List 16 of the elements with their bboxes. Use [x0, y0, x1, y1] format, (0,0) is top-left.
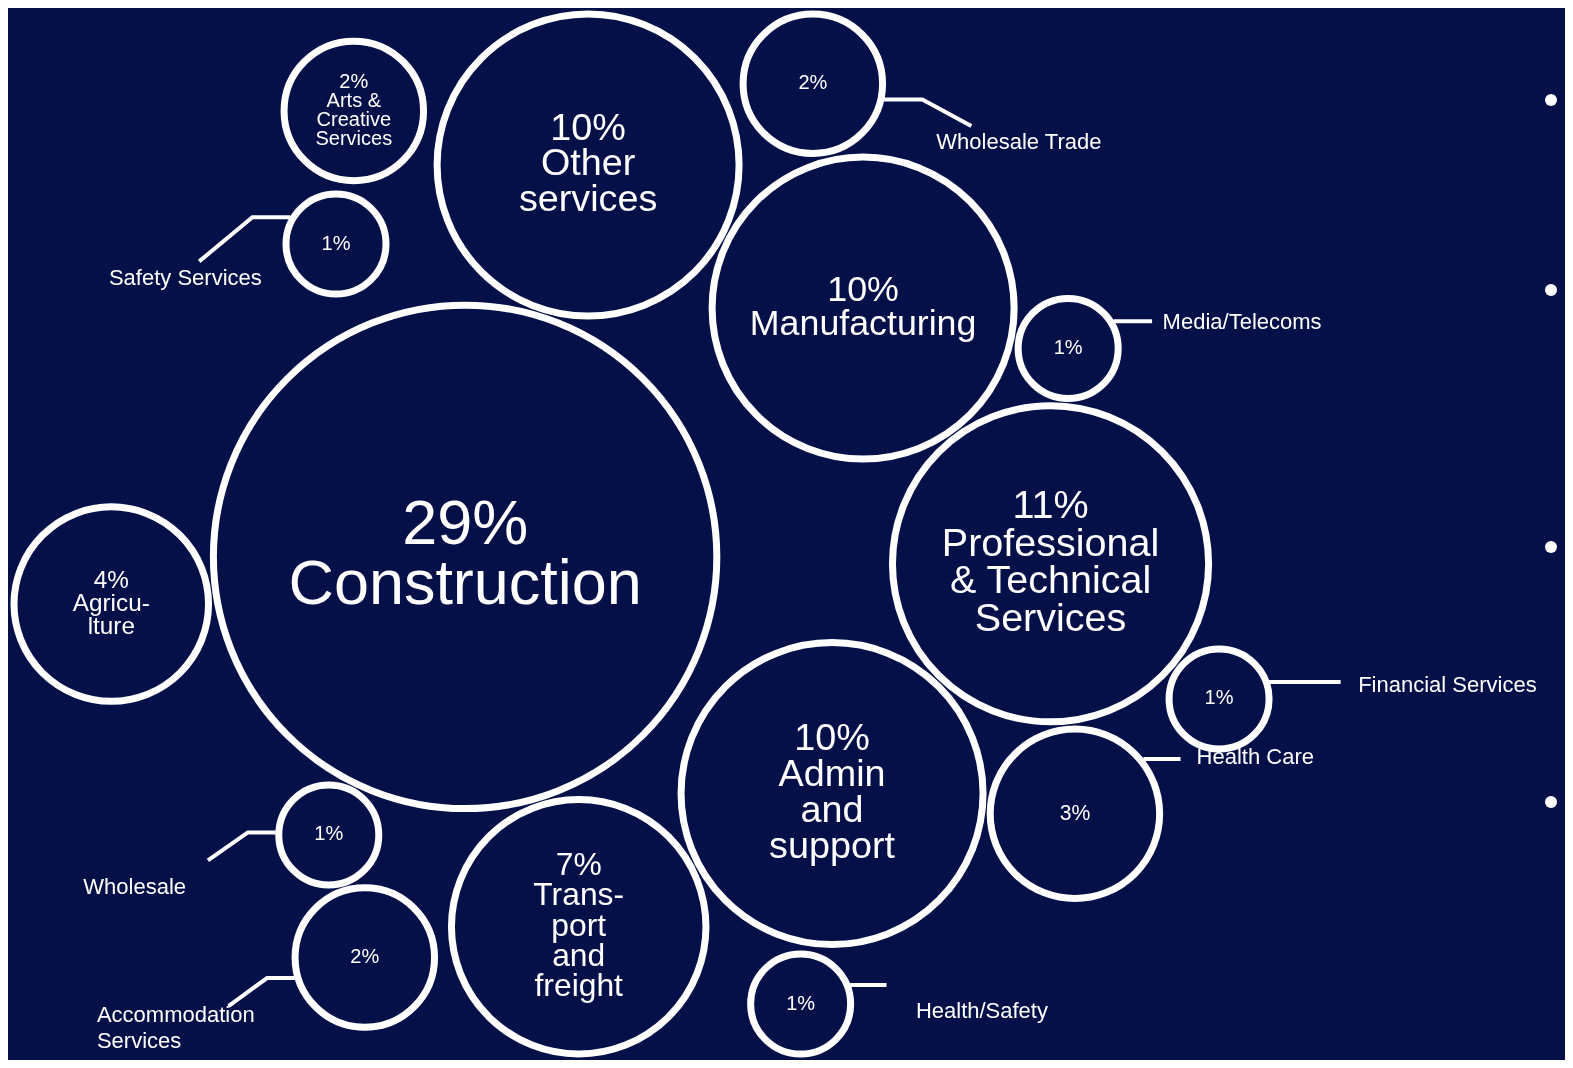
data-label: 1% [1204, 686, 1234, 709]
category-label: Media/Telecoms [1162, 308, 1322, 334]
data-label: 2% [350, 945, 380, 968]
data-label: 1% [314, 822, 344, 845]
data-label: 1% [786, 991, 816, 1014]
data-label: 1% [1053, 335, 1083, 358]
category-label: Accommodation Services [96, 1002, 255, 1054]
category-label: Wholesale Trade [936, 128, 1102, 154]
category-label: Financial Services [1358, 672, 1537, 698]
category-label: Health/Safety [915, 998, 1048, 1024]
category-label: Health Care [1196, 743, 1315, 769]
data-label: 2% [798, 71, 828, 94]
category-label: Wholesale [83, 874, 187, 900]
data-label: 1% [321, 231, 351, 254]
data-label: 3% [1059, 800, 1091, 824]
category-label: Safety Services [108, 264, 262, 290]
